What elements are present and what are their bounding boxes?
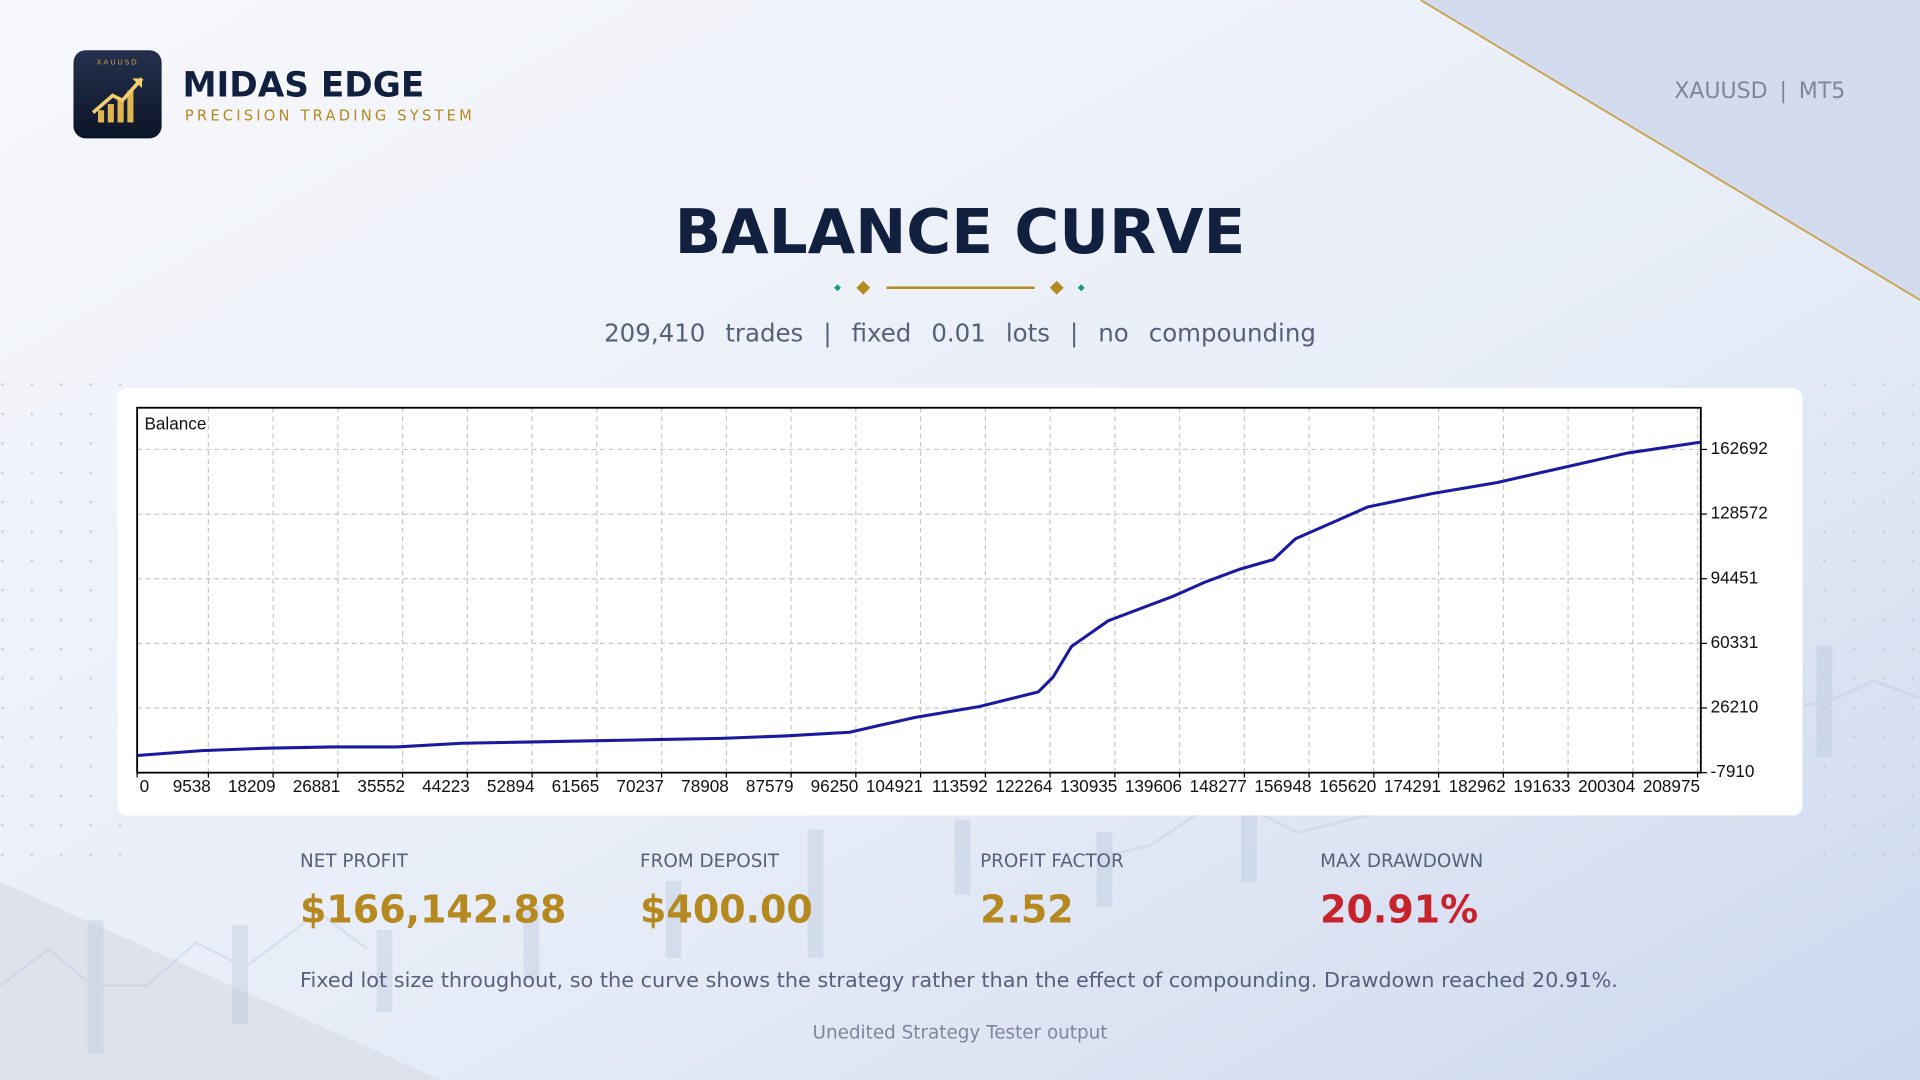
brand: MIDAS EDGE <box>182 65 424 105</box>
market: XAUUSD | MT5 <box>1674 79 1845 104</box>
x-tick-label: 78908 <box>681 776 729 796</box>
x-tick-label: 113592 <box>932 776 988 796</box>
x-tick-label: 174291 <box>1384 776 1441 796</box>
stat-label: NET PROFIT <box>300 851 409 872</box>
footer: Unedited Strategy Tester output <box>813 1022 1108 1043</box>
x-tick-label: 104921 <box>866 776 923 796</box>
x-tick-label: 18209 <box>228 776 276 796</box>
x-tick-label: 61565 <box>552 776 600 796</box>
stat-label: FROM DEPOSIT <box>640 851 780 872</box>
chart: -7910 26210 60331 94451 128572 162692 0 9538 182… <box>136 406 1768 796</box>
x-tick-label: 165620 <box>1319 776 1376 796</box>
dot-pattern <box>1800 367 1920 858</box>
title: BALANCE CURVE <box>675 197 1246 268</box>
stat-value: 20.91% <box>1320 888 1478 932</box>
stat-value: $166,142.88 <box>300 888 566 932</box>
legend-label: Balance <box>144 413 206 433</box>
x-tick-label: 44223 <box>422 776 470 796</box>
x-tick-label: 156948 <box>1254 776 1311 796</box>
logo-arrowhead <box>132 78 143 89</box>
y-tick-label: 26210 <box>1711 697 1759 717</box>
y-tick-label: 162692 <box>1711 438 1768 458</box>
x-tick-label: 52894 <box>487 776 535 796</box>
x-tick-label: 70237 <box>616 776 664 796</box>
x-tick-label: 26881 <box>293 776 341 796</box>
caption: Fixed lot size throughout, so the curve … <box>300 968 1618 992</box>
plot-frame <box>136 406 1702 774</box>
stat-value: 2.52 <box>980 888 1074 932</box>
corner-line <box>1419 0 1920 301</box>
x-tick-label: 182962 <box>1449 776 1506 796</box>
x-tick-label: 122264 <box>995 776 1053 796</box>
x-tick-label: 0 <box>140 776 150 796</box>
bg-candles <box>0 645 1920 1054</box>
stats: NET PROFIT $166,142.88 FROM DEPOSIT $400.00… <box>300 851 1483 932</box>
x-tick-label: 200304 <box>1578 776 1636 796</box>
x-tick-label: 35552 <box>357 776 405 796</box>
y-tick-label: 128572 <box>1711 503 1768 523</box>
stat-label: PROFIT FACTOR <box>980 851 1124 872</box>
stat-value: $400.00 <box>640 888 813 932</box>
logo <box>73 50 162 139</box>
logo-badge: XAUUSD <box>97 57 139 66</box>
subtitle: 209,410 trades | fixed 0.01 lots | no co… <box>604 318 1316 347</box>
stat-label: MAX DRAWDOWN <box>1320 851 1483 872</box>
x-tick-label: 139606 <box>1125 776 1182 796</box>
logo-arrow <box>91 77 144 115</box>
x-tick-label: 9538 <box>173 776 211 796</box>
x-tick-label: 130935 <box>1060 776 1117 796</box>
x-tick-label: 96250 <box>811 776 859 796</box>
dot-pattern <box>0 367 123 858</box>
x-tick-label: 191633 <box>1513 776 1570 796</box>
y-tick-label: 60331 <box>1711 632 1759 652</box>
logo-bars <box>97 90 134 123</box>
y-tick-label: -7910 <box>1711 761 1755 781</box>
x-tick-label: 87579 <box>746 776 794 796</box>
tagline: PRECISION TRADING SYSTEM <box>185 107 475 124</box>
x-tick-label: 208975 <box>1643 776 1700 796</box>
x-tick-label: 148277 <box>1190 776 1247 796</box>
plot-area <box>137 407 1701 773</box>
y-tick-label: 94451 <box>1711 567 1759 587</box>
balance-line <box>137 440 1702 758</box>
